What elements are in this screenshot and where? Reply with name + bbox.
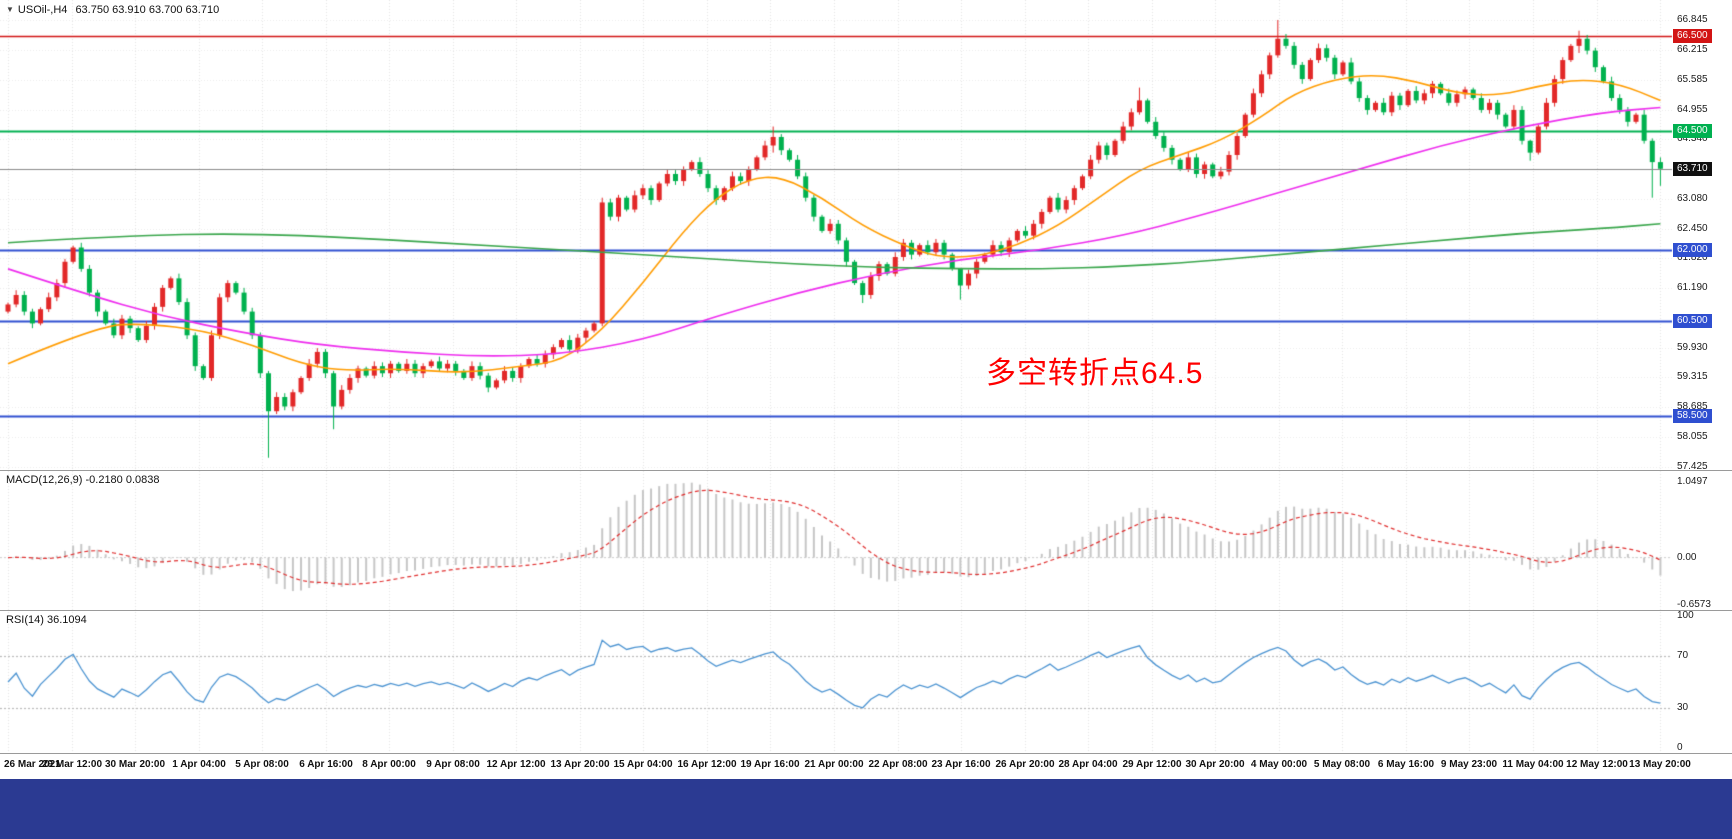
chart-annotation[interactable]: 多空转折点64.5 — [986, 357, 1204, 390]
panel-separator — [0, 610, 1732, 611]
panel-separator — [0, 753, 1732, 754]
bottom-bar — [0, 779, 1732, 839]
chart-canvas — [0, 0, 1732, 760]
time-axis[interactable] — [0, 754, 1732, 779]
panel-separator — [0, 470, 1732, 471]
main-chart-area[interactable] — [0, 0, 1672, 470]
macd-panel-area[interactable] — [0, 471, 1672, 610]
rsi-panel-area[interactable] — [0, 611, 1672, 753]
price-axis[interactable] — [1672, 0, 1732, 753]
